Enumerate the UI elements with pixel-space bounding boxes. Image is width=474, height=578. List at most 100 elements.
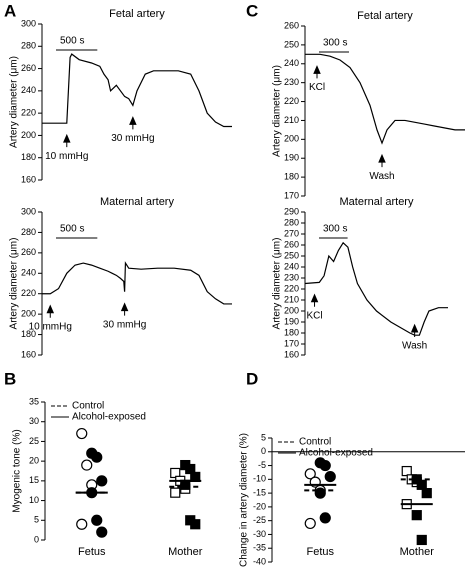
y-axis-label: Artery diameter (μm) — [9, 238, 20, 330]
y-tick-label: 0 — [261, 446, 266, 456]
arrow — [129, 116, 137, 130]
y-tick-label: 200 — [284, 134, 299, 144]
marker — [76, 427, 88, 440]
annotation: 30 mmHg — [103, 319, 146, 330]
y-tick-label: 180 — [21, 152, 36, 162]
chart-title: Fetal artery — [109, 8, 165, 20]
y-tick-label: 230 — [284, 272, 299, 282]
y-tick-label: -5 — [258, 460, 266, 470]
y-tick-label: 250 — [284, 39, 299, 49]
y-tick-label: 220 — [21, 108, 36, 118]
y-tick-label: 200 — [284, 305, 299, 315]
y-tick-label: 240 — [284, 58, 299, 68]
marker — [319, 512, 331, 524]
y-tick-label: -30 — [253, 529, 266, 539]
y-tick-label: 280 — [21, 227, 36, 237]
y-tick-label: 300 — [21, 18, 36, 28]
y-tick-label: 25 — [29, 436, 39, 446]
x-tick-label: Fetus — [78, 546, 106, 558]
y-tick-label: -10 — [253, 474, 266, 484]
panel-label: D — [246, 369, 258, 388]
y-tick-label: 240 — [21, 268, 36, 278]
arrow — [378, 153, 386, 168]
y-tick-label: 260 — [21, 247, 36, 257]
y-axis-label: Artery diameter (μm) — [272, 65, 283, 157]
y-tick-label: -40 — [253, 556, 266, 566]
y-tick-label: 250 — [284, 250, 299, 260]
chart-title: Fetal artery — [357, 10, 413, 22]
marker — [91, 451, 103, 463]
y-tick-label: 210 — [284, 115, 299, 125]
annotation: Wash — [369, 171, 394, 182]
y-tick-label: 210 — [284, 294, 299, 304]
y-tick-label: 35 — [29, 396, 39, 406]
annotation: 10 mmHg — [45, 151, 88, 162]
marker — [304, 517, 316, 530]
marker — [81, 459, 93, 471]
legend-label: Control — [72, 401, 104, 412]
annotation: KCl — [306, 310, 322, 321]
y-tick-label: 15 — [29, 475, 39, 485]
y-tick-label: 240 — [284, 261, 299, 271]
trace — [42, 261, 232, 305]
y-tick-label: 280 — [284, 217, 299, 227]
marker — [416, 479, 427, 490]
y-tick-label: 170 — [284, 338, 299, 348]
chart-title: Maternal artery — [340, 196, 414, 208]
annotation: KCl — [309, 82, 325, 93]
y-tick-label: 220 — [284, 96, 299, 106]
x-tick-label: Mother — [168, 546, 203, 558]
panel-label: C — [246, 1, 258, 20]
arrow — [313, 65, 321, 79]
marker — [324, 470, 336, 483]
y-axis-label: Change in artery diameter (%) — [239, 433, 250, 567]
arrow — [310, 293, 319, 307]
chart-title: Maternal artery — [100, 196, 174, 208]
panel-label: B — [4, 369, 16, 388]
y-tick-label: 30 — [29, 416, 39, 426]
y-tick-label: 240 — [21, 85, 36, 95]
marker — [304, 468, 316, 480]
scale-bar-label: 500 s — [60, 224, 84, 235]
annotation: 30 mmHg — [111, 133, 154, 144]
y-tick-label: 190 — [284, 316, 299, 326]
y-tick-label: 5 — [261, 432, 266, 442]
marker — [96, 526, 108, 538]
y-tick-label: 10 — [29, 495, 39, 505]
y-tick-label: 290 — [284, 206, 299, 216]
y-tick-label: 0 — [34, 534, 39, 544]
y-tick-label: 220 — [284, 283, 299, 293]
legend-label: Alcohol-exposed — [72, 412, 146, 423]
trace — [305, 53, 465, 145]
y-tick-label: 190 — [284, 153, 299, 163]
scale-bar-label: 500 s — [60, 36, 84, 47]
marker — [314, 487, 326, 499]
y-axis-label: Artery diameter (μm) — [272, 238, 283, 330]
marker — [190, 519, 201, 530]
y-tick-label: -35 — [253, 543, 266, 553]
scale-bar-label: 300 s — [323, 224, 347, 235]
scale-bar-label: 300 s — [323, 38, 347, 49]
marker — [421, 488, 432, 499]
y-tick-label: 270 — [284, 228, 299, 238]
trace — [42, 53, 232, 128]
annotation: Wash — [402, 341, 427, 352]
trace — [304, 241, 448, 336]
y-tick-label: 220 — [21, 288, 36, 298]
y-tick-label: 280 — [21, 41, 36, 51]
y-tick-label: 160 — [284, 349, 299, 359]
y-tick-label: 5 — [34, 515, 39, 525]
y-tick-label: -15 — [253, 487, 266, 497]
y-tick-label: 200 — [21, 309, 36, 319]
x-tick-label: Mother — [400, 546, 435, 558]
y-tick-label: 260 — [284, 20, 299, 30]
y-tick-label: 180 — [21, 329, 36, 339]
marker — [91, 514, 103, 526]
marker — [416, 534, 427, 546]
y-tick-label: 200 — [21, 130, 36, 140]
y-tick-label: 230 — [284, 77, 299, 87]
arrow — [120, 302, 129, 316]
marker — [411, 510, 422, 521]
annotation: 10 mmHg — [29, 321, 72, 332]
